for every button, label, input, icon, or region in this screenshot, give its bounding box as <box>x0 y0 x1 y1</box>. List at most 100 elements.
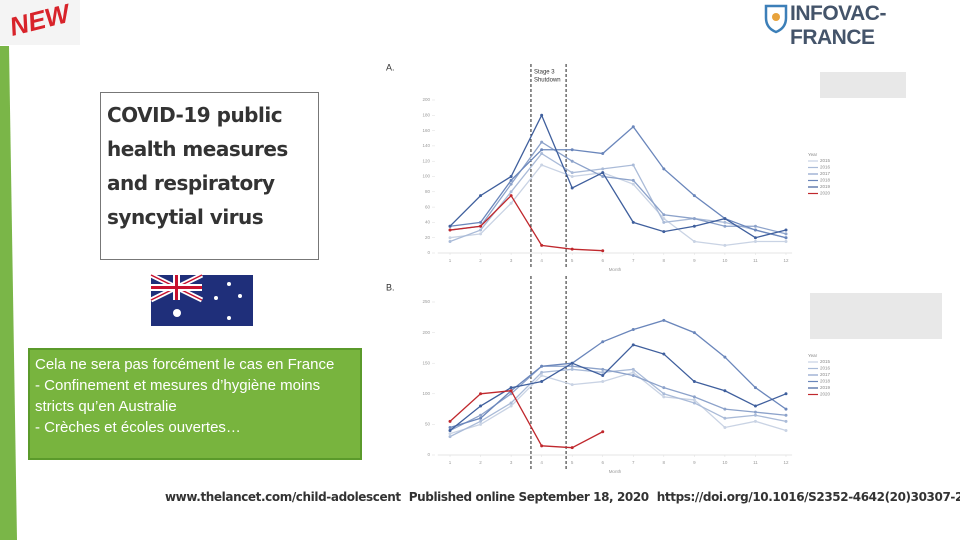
data-point <box>631 182 635 186</box>
badge-bg <box>0 0 80 45</box>
data-point <box>784 407 788 411</box>
data-point <box>662 392 666 396</box>
y-tick-label: 140 <box>422 143 430 148</box>
data-point <box>448 435 452 439</box>
x-tick-label: 10 <box>722 460 728 465</box>
x-tick-label: 1 <box>449 460 452 465</box>
data-point <box>448 432 452 436</box>
data-point <box>601 370 605 374</box>
data-point <box>601 340 605 344</box>
data-point <box>601 430 605 434</box>
gray-box <box>820 72 906 98</box>
footer-url: www.thelancet.com/child-adolescent <box>165 490 401 504</box>
flag-star <box>214 296 218 300</box>
note-line: Cela ne sera pas forcément le cas en Fra… <box>35 356 335 373</box>
x-tick-label: 4 <box>540 258 543 263</box>
data-point <box>723 355 727 359</box>
data-point <box>570 364 574 368</box>
x-tick-label: 3 <box>510 258 513 263</box>
x-tick-label: 11 <box>753 460 758 465</box>
data-point <box>723 389 727 393</box>
data-point <box>753 419 757 423</box>
data-point <box>631 163 635 167</box>
data-point <box>784 419 788 423</box>
series-line <box>449 368 787 438</box>
x-axis-label: Month <box>609 469 622 474</box>
data-point <box>448 425 452 429</box>
series-line <box>449 365 787 432</box>
flag-star <box>227 316 231 320</box>
data-point <box>662 167 666 171</box>
data-point <box>631 373 635 377</box>
data-point <box>631 370 635 374</box>
data-point <box>540 113 544 117</box>
gray-box <box>810 293 942 339</box>
data-point <box>753 224 757 228</box>
series-line <box>449 141 787 235</box>
legend-label: 2016 <box>820 366 831 371</box>
y-tick-label: 100 <box>422 174 430 179</box>
data-point <box>692 401 696 405</box>
x-tick-label: 12 <box>783 258 789 263</box>
x-axis-label: Month <box>609 267 622 272</box>
panel-label: A. <box>386 62 395 72</box>
data-point <box>570 175 574 178</box>
logo-text: INFOVAC-FRANCE <box>790 2 886 49</box>
legend-label: 2015 <box>820 158 831 163</box>
flag <box>149 272 253 326</box>
annotation: Shutdown <box>534 78 561 84</box>
data-point <box>540 148 544 152</box>
data-point <box>662 220 666 224</box>
legend-title: Year <box>808 152 818 157</box>
note-line: - Crèches et écoles ouvertes… <box>35 419 241 436</box>
data-point <box>570 171 574 175</box>
data-point <box>509 201 513 205</box>
data-point <box>570 383 574 387</box>
data-point <box>631 125 635 129</box>
data-point <box>692 395 696 399</box>
y-tick-label: 0 <box>427 452 430 457</box>
annotation: Stage 3 <box>534 70 555 76</box>
data-point <box>753 240 757 244</box>
legend-label: 2019 <box>820 184 831 189</box>
data-point <box>692 217 696 221</box>
data-point <box>662 213 666 217</box>
data-point <box>479 220 483 224</box>
legend-label: 2016 <box>820 165 831 170</box>
x-tick-label: 2 <box>479 460 482 465</box>
data-point <box>692 224 696 228</box>
data-point <box>509 401 513 405</box>
logo-shield <box>764 4 788 34</box>
data-point <box>631 328 635 332</box>
data-point <box>509 190 513 194</box>
data-point <box>509 178 513 182</box>
y-tick-label: 200 <box>422 97 430 102</box>
green-band <box>0 46 17 540</box>
y-tick-label: 0 <box>427 250 430 255</box>
legend-label: 2015 <box>820 359 831 364</box>
data-point <box>509 194 513 198</box>
series-line <box>449 152 787 243</box>
data-point <box>570 446 574 450</box>
data-point <box>509 182 513 186</box>
data-point <box>723 220 727 224</box>
data-point <box>692 398 696 402</box>
data-point <box>692 331 696 335</box>
data-point <box>662 230 666 234</box>
x-tick-label: 9 <box>693 460 696 465</box>
data-point <box>479 413 483 417</box>
data-point <box>540 380 544 384</box>
data-point <box>570 148 574 152</box>
data-point <box>601 249 605 253</box>
data-point <box>479 392 483 396</box>
y-tick-label: 60 <box>425 204 431 209</box>
data-point <box>448 240 452 244</box>
data-point <box>509 404 513 408</box>
data-point <box>723 407 727 411</box>
data-point <box>692 380 696 384</box>
data-point <box>753 413 757 417</box>
flag-star <box>227 282 231 286</box>
data-point <box>509 389 513 393</box>
data-point <box>540 364 544 368</box>
